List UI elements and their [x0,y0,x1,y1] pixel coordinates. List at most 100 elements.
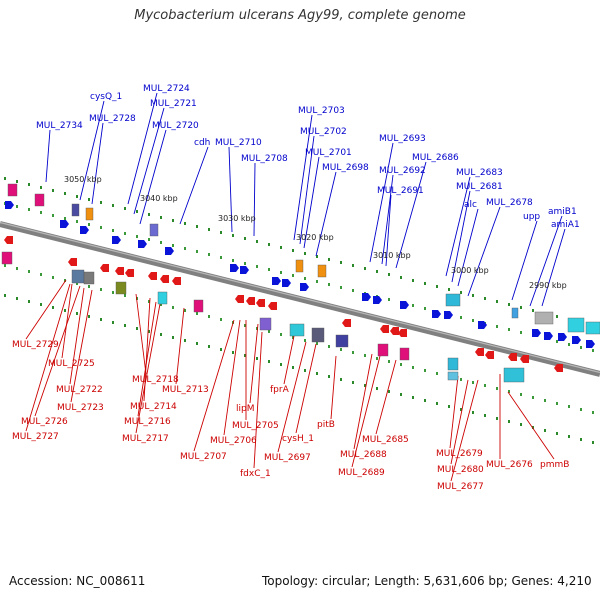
reverse-gene-arrow [125,269,134,277]
scale-dot [52,214,54,217]
scale-dot [532,426,534,429]
scale-dot [592,411,594,414]
scale-dot [388,298,390,301]
scale-label: 2990 kbp [529,281,567,290]
forward-gene-label: MUL_2728 [89,114,136,124]
scale-dot [268,268,270,271]
scale-dot [376,387,378,390]
reverse-gene-arrow [475,348,484,356]
reverse-leader-line [69,287,85,385]
scale-dot [208,228,210,231]
scale-dot [148,300,150,303]
scale-dot [280,246,282,249]
scale-dot [76,195,78,198]
scale-dot [484,384,486,387]
forward-leader-line [91,122,104,205]
scale-dot [232,259,234,262]
reverse-gene-arrow [115,267,124,275]
scale-dot [160,333,162,336]
scale-dot [328,375,330,378]
reverse-gene-arrow [380,325,389,333]
scale-dot [16,267,18,270]
forward-leader-line [541,228,566,307]
scale-dot [472,294,474,297]
scale-dot [244,237,246,240]
reverse-gene-arrow [100,264,109,272]
scale-dot [76,282,78,285]
forward-gene-label: MUL_2698 [322,163,369,173]
scale-dot [292,336,294,339]
scale-dot [436,372,438,375]
reverse-gene-label: MUL_2725 [48,359,95,369]
scale-dot [520,393,522,396]
reverse-gene-arrow [398,329,407,337]
scale-dot [448,288,450,291]
scale-dot [196,250,198,253]
forward-leader-line [139,129,167,225]
forward-gene-label: MUL_2708 [241,154,288,164]
forward-gene-label: MUL_2701 [305,148,352,158]
scale-dot [220,256,222,259]
scale-dot [496,387,498,390]
reverse-gene-arrow [390,327,399,335]
feature-box [71,269,85,284]
feature-box [259,317,272,331]
genome-summary-text: Topology: circular; Length: 5,631,606 bp… [262,574,592,588]
scale-dot [40,303,42,306]
reverse-gene-label: MUL_2716 [124,417,171,427]
scale-dot [172,244,174,247]
reverse-leader-line [34,285,81,417]
forward-gene-label: MUL_2710 [215,138,262,148]
scale-dot [340,378,342,381]
scale-dot [244,262,246,265]
scale-label: 3030 kbp [218,214,256,223]
scale-label: 3000 kbp [451,266,489,275]
forward-gene-arrow [373,296,382,304]
reverse-gene-label: MUL_2726 [21,417,68,427]
scale-dot [532,309,534,312]
reverse-gene-label: MUL_2679 [436,449,483,459]
feature-box [83,271,95,285]
scale-dot [184,309,186,312]
forward-gene-arrow [5,201,14,209]
scale-dot [292,274,294,277]
scale-dot [520,306,522,309]
forward-gene-label: MUL_2681 [456,182,503,192]
forward-gene-label: cysQ_1 [90,92,122,102]
scale-dot [400,363,402,366]
scale-label: 3010 kbp [373,251,411,260]
scale-dot [400,393,402,396]
scale-dot [316,280,318,283]
scale-dot [424,369,426,372]
scale-dot [352,381,354,384]
scale-dot [424,282,426,285]
scale-dot [220,231,222,234]
scale-dot [268,243,270,246]
scale-dot [208,315,210,318]
scale-dot [508,390,510,393]
scale-dot [556,340,558,343]
scale-dot [256,265,258,268]
forward-gene-arrow [572,336,581,344]
scale-dot [40,186,42,189]
scale-dot [208,345,210,348]
reverse-gene-arrow [148,272,157,280]
scale-dot [136,210,138,213]
reverse-gene-arrow [554,364,563,372]
reverse-gene-label: MUL_2707 [180,452,227,462]
forward-gene-arrow [112,236,121,244]
scale-labels: 3050 kbp 3040 kbp 3030 kbp 3020 kbp 3010 kbp… [64,175,567,290]
scale-dot [376,357,378,360]
feature-box [317,264,327,278]
scale-dot [124,232,126,235]
scale-dot [340,261,342,264]
scale-dot [160,216,162,219]
forward-leader-line [395,161,427,269]
scale-dot [436,285,438,288]
scale-dot [100,226,102,229]
scale-dot [184,247,186,250]
scale-dot [64,192,66,195]
reverse-gene-label: MUL_2729 [12,340,59,350]
forward-gene-label: MUL_2721 [150,99,197,109]
